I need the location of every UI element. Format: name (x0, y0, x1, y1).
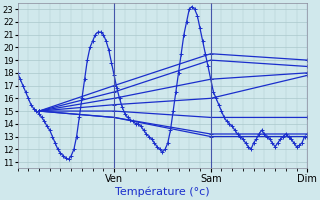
X-axis label: Température (°c): Température (°c) (115, 187, 210, 197)
